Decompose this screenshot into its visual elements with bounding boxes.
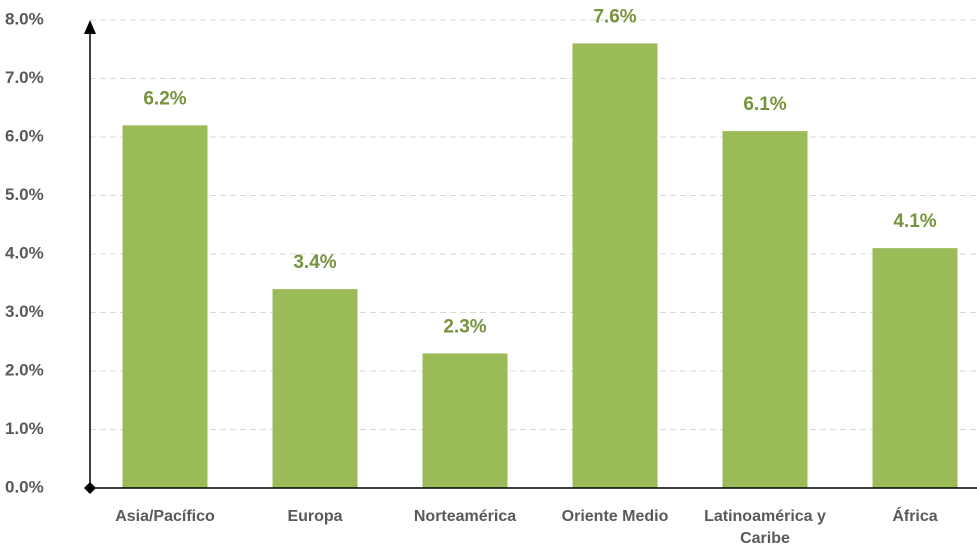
x-axis-diamond [84, 482, 96, 494]
x-tick-label: Oriente Medio [561, 508, 669, 525]
x-tick-label: Asia/Pacífico [115, 508, 215, 525]
y-tick-label: 1.0% [5, 419, 44, 438]
value-label: 6.2% [143, 88, 186, 109]
x-tick-label: Europa [287, 508, 343, 525]
bar [272, 289, 358, 488]
y-tick-label: 6.0% [5, 126, 44, 145]
value-label: 7.6% [593, 6, 636, 27]
y-tick-label: 7.0% [5, 68, 44, 87]
value-label: 6.1% [743, 94, 786, 115]
y-tick-label: 8.0% [5, 9, 44, 28]
bar [572, 43, 658, 489]
x-tick-label: Norteamérica [413, 508, 517, 525]
y-tick-label: 0.0% [5, 477, 44, 496]
y-tick-label: 4.0% [5, 243, 44, 262]
bar [872, 248, 958, 488]
y-axis-arrow [84, 20, 96, 34]
x-tick-label: Latinoamérica y Caribe [704, 508, 826, 547]
x-tick-label: África [892, 508, 938, 525]
value-label: 3.4% [293, 252, 336, 273]
y-tick-label: 3.0% [5, 302, 44, 321]
y-tick-label: 2.0% [5, 360, 44, 379]
value-label: 4.1% [893, 211, 936, 232]
bar [122, 125, 208, 489]
y-tick-label: 5.0% [5, 185, 44, 204]
value-label: 2.3% [443, 316, 486, 337]
bar [422, 353, 508, 488]
bar [722, 131, 808, 488]
